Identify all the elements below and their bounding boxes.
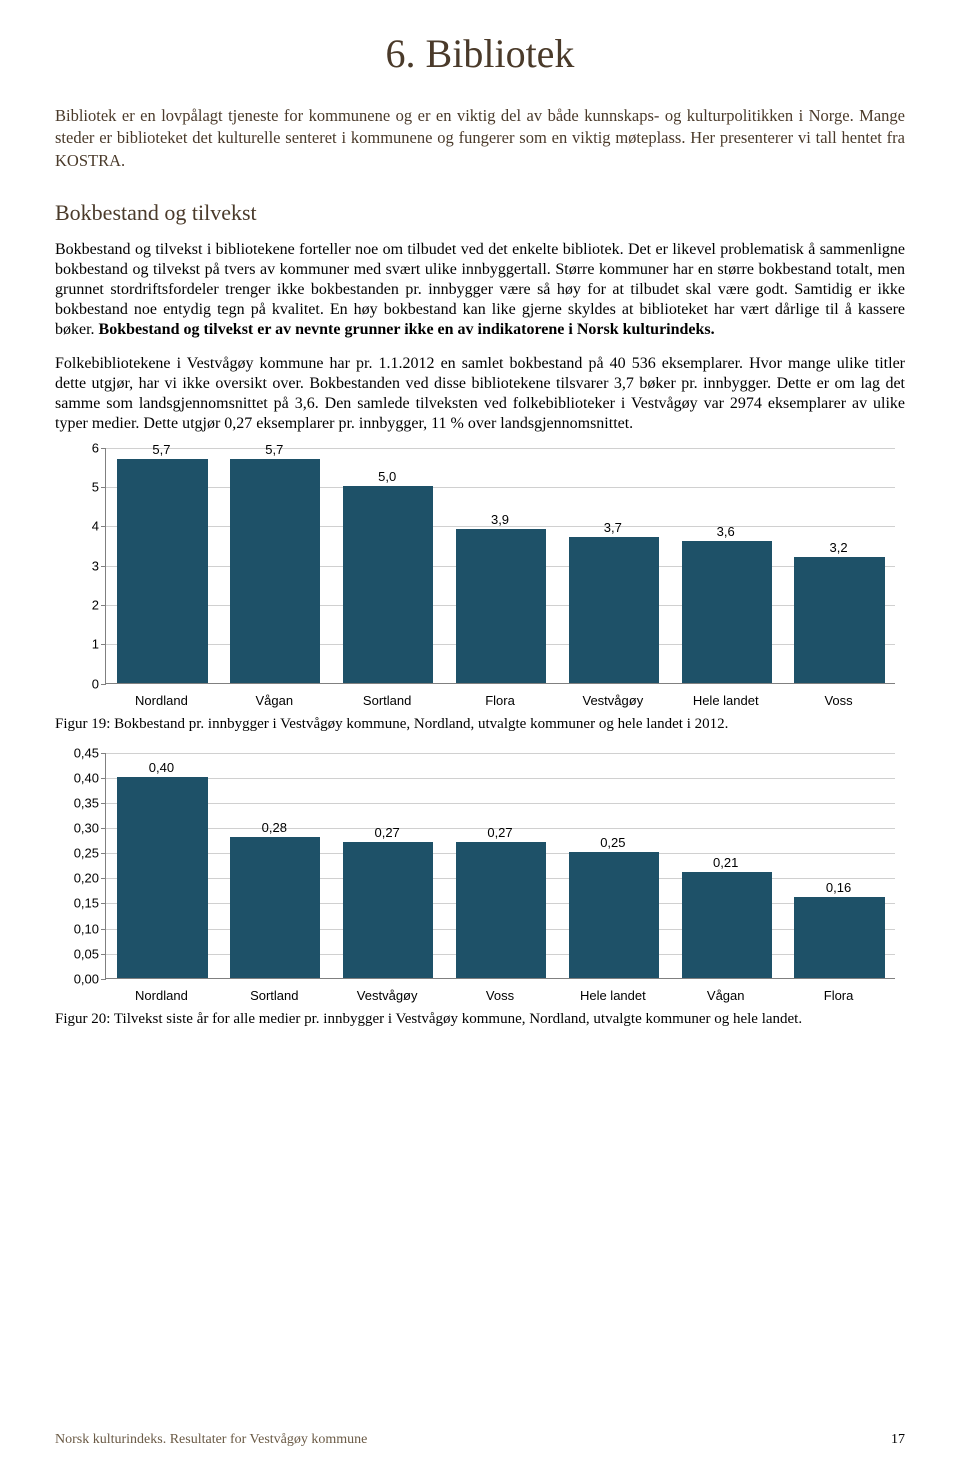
x-axis-label: Sortland <box>363 693 411 708</box>
y-axis-label: 2 <box>55 598 99 613</box>
x-axis-label: Flora <box>824 988 854 1003</box>
x-axis-label: Vågan <box>255 693 293 708</box>
bar-value-label: 5,7 <box>152 442 170 457</box>
y-axis-label: 0,45 <box>55 745 99 760</box>
chart-bar <box>117 459 207 683</box>
y-axis-label: 0,10 <box>55 921 99 936</box>
y-tick <box>101 979 106 980</box>
y-axis-label: 5 <box>55 480 99 495</box>
y-axis-label: 6 <box>55 440 99 455</box>
chart-bar <box>343 842 433 978</box>
bar-value-label: 3,2 <box>830 540 848 555</box>
page-number: 17 <box>891 1432 905 1448</box>
bar-value-label: 0,28 <box>262 820 287 835</box>
chart-bar <box>682 872 772 977</box>
x-axis-label: Nordland <box>135 693 188 708</box>
plot-area <box>105 753 895 979</box>
x-axis-label: Hele landet <box>693 693 759 708</box>
chart-bar <box>794 557 884 683</box>
footer-left-text: Norsk kulturindeks. Resultater for Vestv… <box>55 1432 367 1447</box>
chart-bar <box>230 837 320 978</box>
gridline <box>106 487 895 488</box>
body-paragraph-1: Bokbestand og tilvekst i bibliotekene fo… <box>55 240 905 340</box>
y-axis-label: 0 <box>55 676 99 691</box>
y-tick <box>101 448 106 449</box>
chart-2-container: 0,000,050,100,150,200,250,300,350,400,45… <box>55 753 905 1003</box>
y-tick <box>101 929 106 930</box>
x-axis-label: Vågan <box>707 988 745 1003</box>
y-tick <box>101 566 106 567</box>
tilvekst-chart: 0,000,050,100,150,200,250,300,350,400,45… <box>55 753 905 1003</box>
y-axis-label: 3 <box>55 558 99 573</box>
gridline <box>106 778 895 779</box>
x-axis-label: Hele landet <box>580 988 646 1003</box>
chart-bar <box>456 842 546 978</box>
chart-bar <box>682 541 772 683</box>
y-axis-label: 1 <box>55 637 99 652</box>
chart-bar <box>343 486 433 683</box>
y-axis-label: 0,35 <box>55 796 99 811</box>
y-axis-label: 4 <box>55 519 99 534</box>
gridline <box>106 803 895 804</box>
bar-value-label: 0,25 <box>600 835 625 850</box>
y-tick <box>101 853 106 854</box>
body-paragraph-2: Folkebibliotekene i Vestvågøy kommune ha… <box>55 354 905 434</box>
bar-value-label: 3,7 <box>604 520 622 535</box>
bar-value-label: 3,9 <box>491 512 509 527</box>
chart-bar <box>794 897 884 977</box>
bar-value-label: 0,27 <box>374 825 399 840</box>
page-title: 6. Bibliotek <box>55 30 905 77</box>
bar-value-label: 0,21 <box>713 855 738 870</box>
y-tick <box>101 684 106 685</box>
bar-value-label: 0,27 <box>487 825 512 840</box>
y-tick <box>101 605 106 606</box>
chart-2-caption: Figur 20: Tilvekst siste år for alle med… <box>55 1011 905 1028</box>
plot-area <box>105 448 895 684</box>
y-axis-label: 0,40 <box>55 770 99 785</box>
x-axis-label: Voss <box>824 693 852 708</box>
chart-bar <box>230 459 320 683</box>
y-tick <box>101 903 106 904</box>
y-tick <box>101 803 106 804</box>
gridline <box>106 448 895 449</box>
gridline <box>106 753 895 754</box>
y-tick <box>101 828 106 829</box>
bokbestand-chart: 01234565,7Nordland5,7Vågan5,0Sortland3,9… <box>55 448 905 708</box>
y-axis-label: 0,15 <box>55 896 99 911</box>
y-tick <box>101 753 106 754</box>
y-tick <box>101 487 106 488</box>
y-axis-label: 0,05 <box>55 946 99 961</box>
bar-value-label: 5,0 <box>378 469 396 484</box>
chart-bar <box>456 529 546 682</box>
x-axis-label: Vestvågøy <box>582 693 643 708</box>
y-tick <box>101 778 106 779</box>
bar-value-label: 0,16 <box>826 880 851 895</box>
bar-value-label: 0,40 <box>149 760 174 775</box>
y-tick <box>101 526 106 527</box>
y-axis-label: 0,20 <box>55 871 99 886</box>
chart-bar <box>117 777 207 978</box>
intro-paragraph: Bibliotek er en lovpålagt tjeneste for k… <box>55 105 905 172</box>
y-tick <box>101 878 106 879</box>
x-axis-label: Flora <box>485 693 515 708</box>
x-axis-label: Vestvågøy <box>357 988 418 1003</box>
x-axis-label: Sortland <box>250 988 298 1003</box>
y-axis-label: 0,25 <box>55 846 99 861</box>
bar-value-label: 3,6 <box>717 524 735 539</box>
section-subtitle: Bokbestand og tilvekst <box>55 200 905 226</box>
y-axis-label: 0,00 <box>55 971 99 986</box>
chart-bar <box>569 852 659 978</box>
bar-value-label: 5,7 <box>265 442 283 457</box>
y-tick <box>101 954 106 955</box>
chart-1-caption: Figur 19: Bokbestand pr. innbygger i Ves… <box>55 716 905 733</box>
y-axis-label: 0,30 <box>55 821 99 836</box>
chart-1-container: 01234565,7Nordland5,7Vågan5,0Sortland3,9… <box>55 448 905 708</box>
chart-bar <box>569 537 659 683</box>
x-axis-label: Voss <box>486 988 514 1003</box>
y-tick <box>101 644 106 645</box>
x-axis-label: Nordland <box>135 988 188 1003</box>
page-footer: Norsk kulturindeks. Resultater for Vestv… <box>55 1432 905 1448</box>
